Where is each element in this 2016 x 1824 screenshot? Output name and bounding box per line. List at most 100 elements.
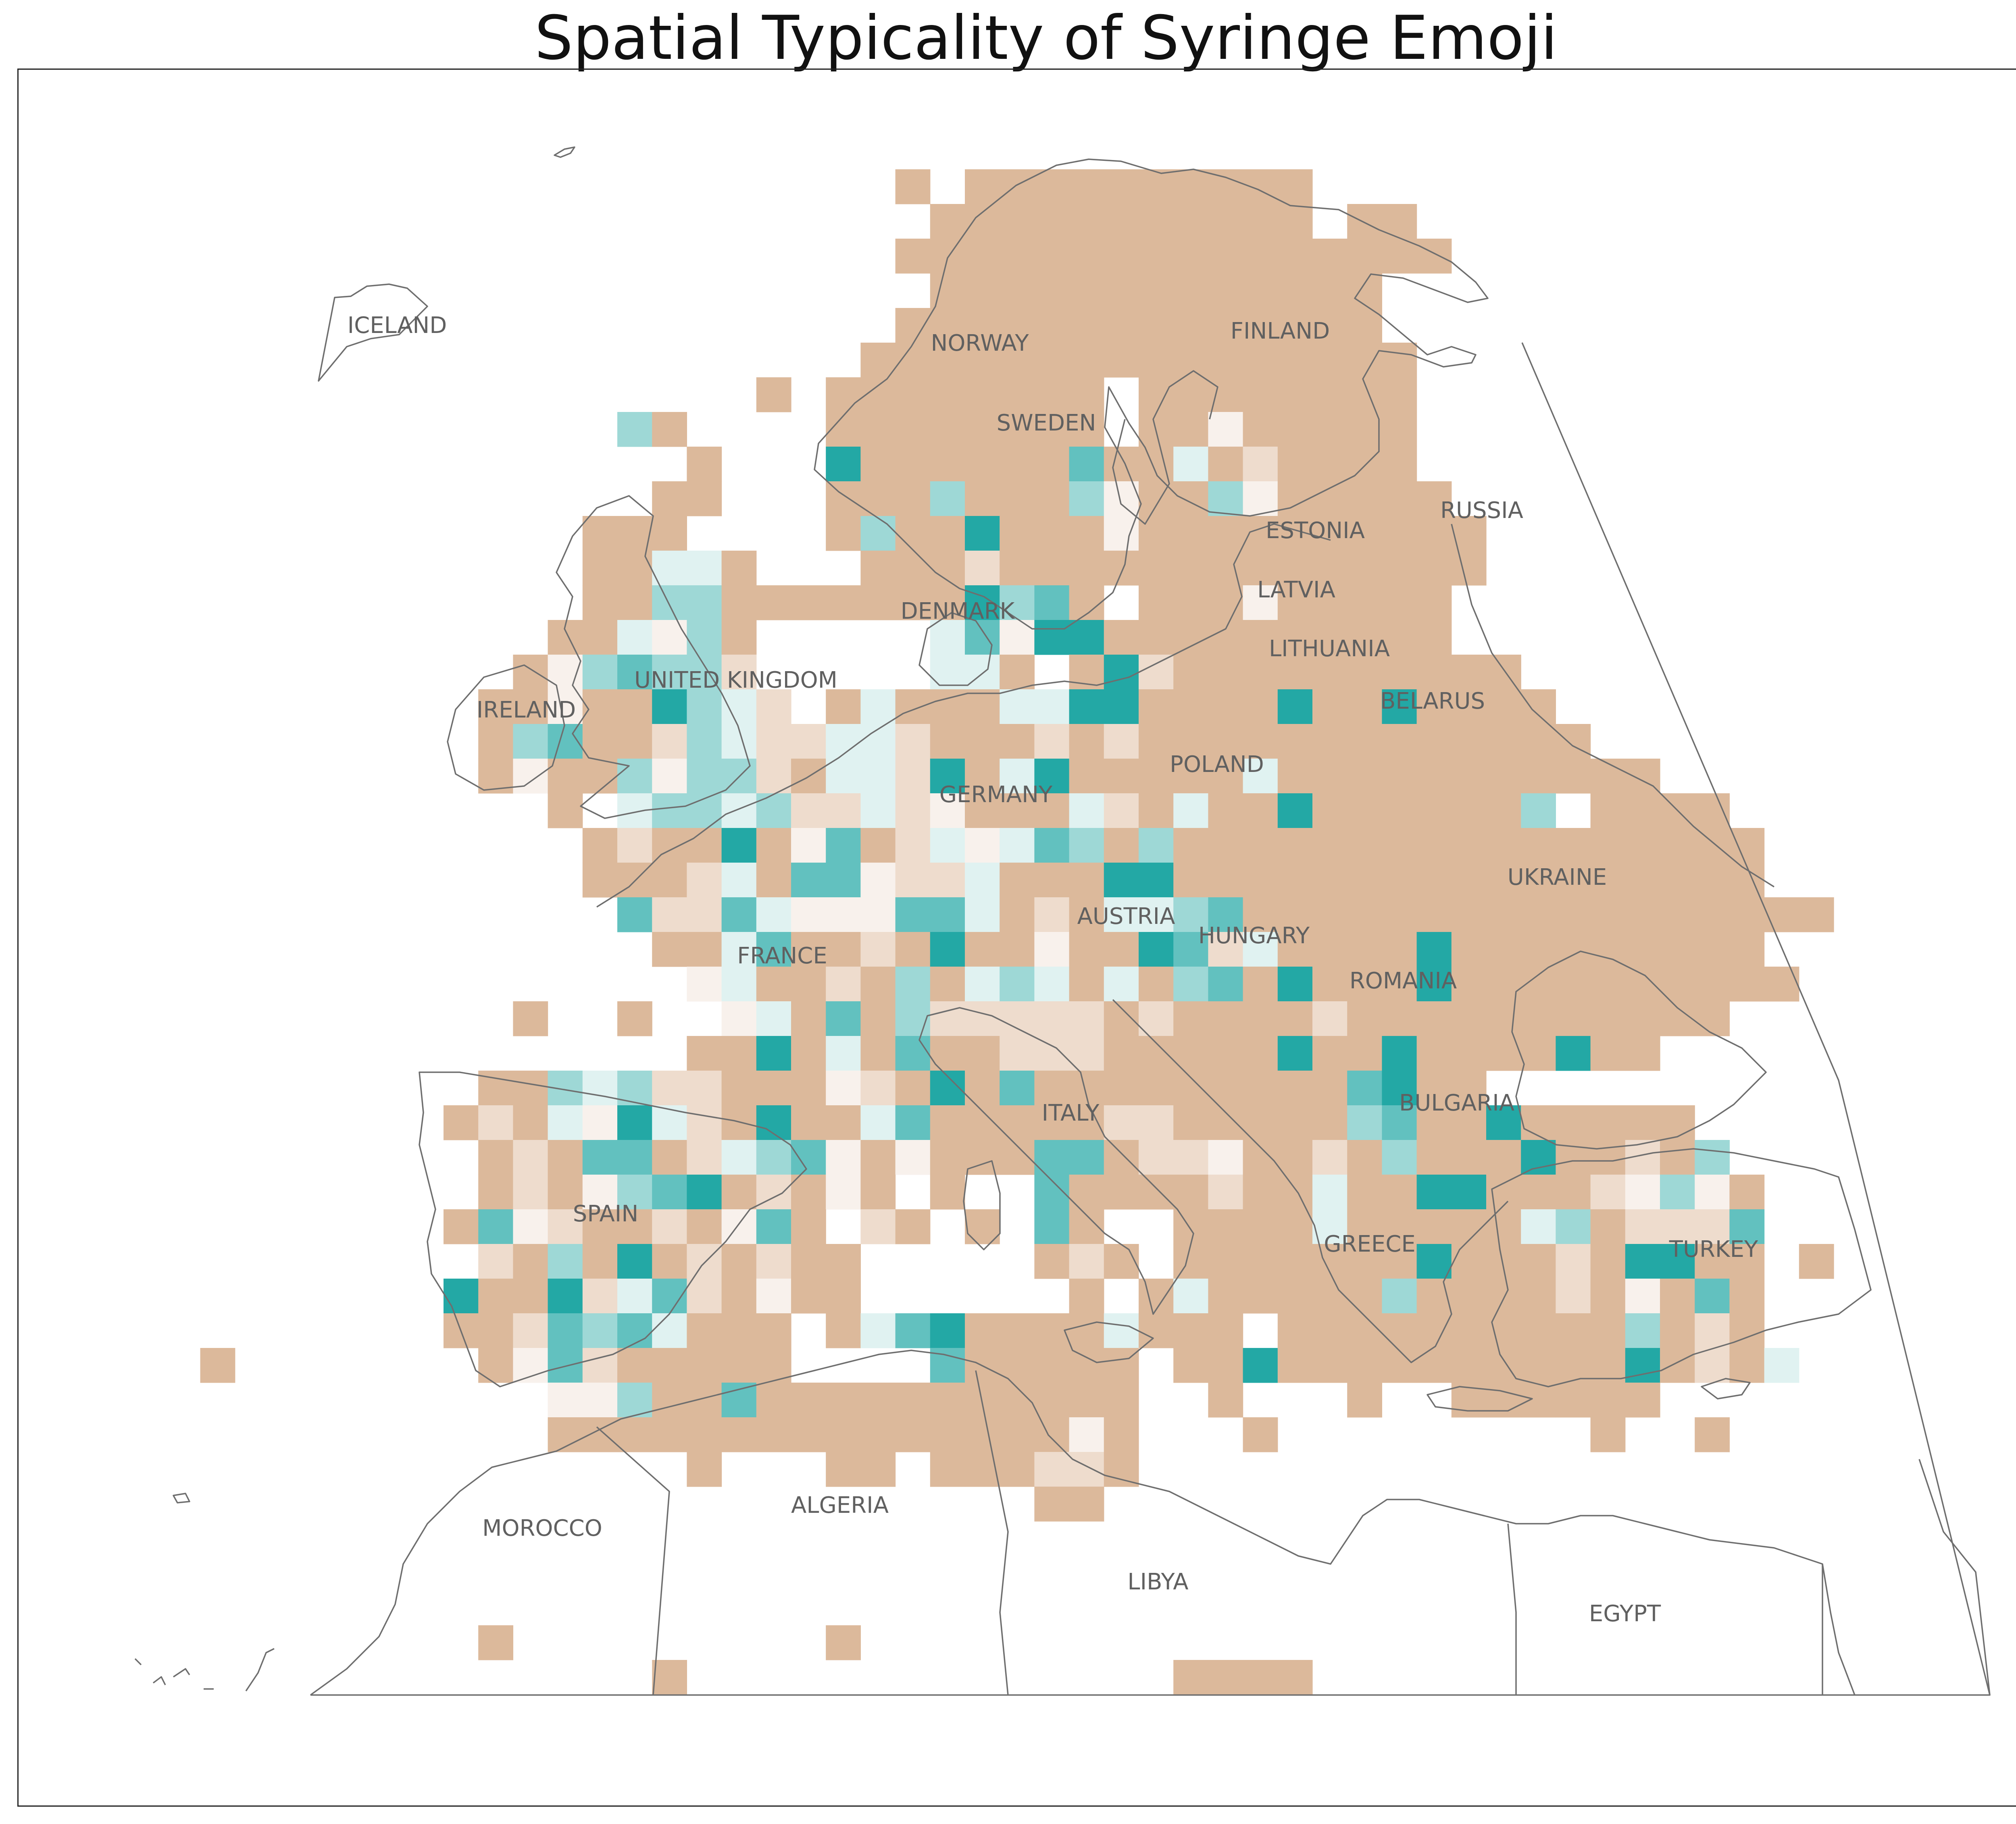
grid-cell <box>1729 1244 1765 1279</box>
grid-cell <box>1069 863 1104 898</box>
grid-cell <box>1173 1175 1208 1210</box>
grid-cell <box>1243 551 1278 586</box>
grid-cell <box>965 1001 1000 1036</box>
grid-cell <box>791 828 826 863</box>
grid-cell <box>1173 412 1208 447</box>
grid-cell <box>1660 1348 1695 1383</box>
grid-cell <box>1104 1175 1139 1210</box>
grid-cell <box>1069 377 1104 412</box>
grid-cell <box>1034 343 1070 378</box>
grid-cell <box>1486 689 1521 724</box>
grid-cell <box>1382 828 1417 863</box>
grid-cell <box>895 412 931 447</box>
cyprus-outline <box>1701 1378 1751 1400</box>
grid-cell <box>1521 724 1556 759</box>
grid-cell <box>1695 967 1730 1002</box>
grid-cell <box>1243 689 1278 724</box>
grid-cell <box>895 967 931 1002</box>
grid-cell <box>687 1105 722 1140</box>
grid-cell <box>548 1105 583 1140</box>
grid-cell <box>1695 1417 1730 1452</box>
grid-cell <box>1521 1036 1556 1071</box>
grid-cell <box>1104 1244 1139 1279</box>
grid-cell <box>1034 1140 1070 1175</box>
grid-cell <box>617 1105 652 1140</box>
grid-cell <box>895 932 931 967</box>
grid-cell <box>930 343 965 378</box>
grid-cell <box>1382 620 1417 655</box>
grid-cell <box>1000 412 1035 447</box>
grid-cell <box>826 481 861 516</box>
label-algeria: ALGERIA <box>791 1492 889 1518</box>
grid-cell <box>1521 793 1556 828</box>
grid-cell <box>826 932 861 967</box>
grid-cell <box>478 1209 513 1244</box>
grid-cell <box>1034 759 1070 794</box>
grid-cell <box>895 1036 931 1071</box>
grid-cell <box>1104 1140 1139 1175</box>
grid-cell <box>1277 551 1313 586</box>
grid-cell <box>1416 1071 1452 1106</box>
grid-cell <box>1000 1105 1035 1140</box>
bothnia-outline <box>1112 370 1218 525</box>
grid-cell <box>1243 759 1278 794</box>
grid-cell <box>1000 516 1035 551</box>
grid-cell <box>1034 967 1070 1002</box>
grid-cell <box>1556 897 1591 932</box>
grid-cell <box>1243 1209 1278 1244</box>
grid-cell <box>1034 932 1070 967</box>
grid-cell <box>1104 516 1139 551</box>
grid-cell <box>1243 585 1278 620</box>
grid-cell <box>1590 863 1626 898</box>
grid-cell <box>1729 1209 1765 1244</box>
grid-cell <box>1173 1209 1208 1244</box>
grid-cell <box>1416 863 1452 898</box>
grid-cell <box>1104 655 1139 690</box>
grid-cell <box>1243 343 1278 378</box>
grid-cell <box>582 1279 618 1314</box>
grid-cell <box>1000 620 1035 655</box>
grid-cell <box>826 828 861 863</box>
grid-cell <box>826 377 861 412</box>
grid-cell <box>478 724 513 759</box>
grid-cell <box>1556 828 1591 863</box>
grid-cell <box>930 863 965 898</box>
grid-cell <box>1312 828 1347 863</box>
grid-cell <box>965 1452 1000 1487</box>
grid-cell <box>1243 863 1278 898</box>
grid-cell <box>930 655 965 690</box>
grid-cell <box>1000 897 1035 932</box>
crete-outline <box>1427 1386 1533 1412</box>
label-denmark: DENMARK <box>901 598 1015 624</box>
grid-cell <box>860 1383 896 1418</box>
grid-cell <box>1799 897 1834 932</box>
grid-cell <box>965 897 1000 932</box>
grid-cell <box>1000 377 1035 412</box>
grid-cell <box>1034 585 1070 620</box>
eastern-border <box>1451 524 1774 888</box>
grid-cell <box>652 863 687 898</box>
grid-cell <box>930 759 965 794</box>
grid-cell <box>1347 308 1382 343</box>
grid-cell <box>1451 1209 1487 1244</box>
grid-cell <box>1451 1279 1487 1314</box>
grid-cell <box>1069 343 1104 378</box>
grid-cell <box>582 863 618 898</box>
grid-cell <box>652 551 687 586</box>
grid-cell <box>1000 1001 1035 1036</box>
grid-cell <box>1312 967 1347 1002</box>
grid-cell <box>1243 239 1278 274</box>
grid-cell <box>1660 1279 1695 1314</box>
grid-cell <box>1277 1175 1313 1210</box>
grid-cell <box>1521 1001 1556 1036</box>
grid-cell <box>1208 967 1243 1002</box>
grid-cell <box>965 759 1000 794</box>
grid-cell <box>687 447 722 482</box>
grid-cell <box>826 897 861 932</box>
grid-cell <box>1069 620 1104 655</box>
grid-cell <box>1173 1105 1208 1140</box>
grid-cell <box>1416 516 1452 551</box>
grid-cell <box>1208 481 1243 516</box>
grid-cell <box>513 1175 548 1210</box>
grid-cell <box>1729 1348 1765 1383</box>
